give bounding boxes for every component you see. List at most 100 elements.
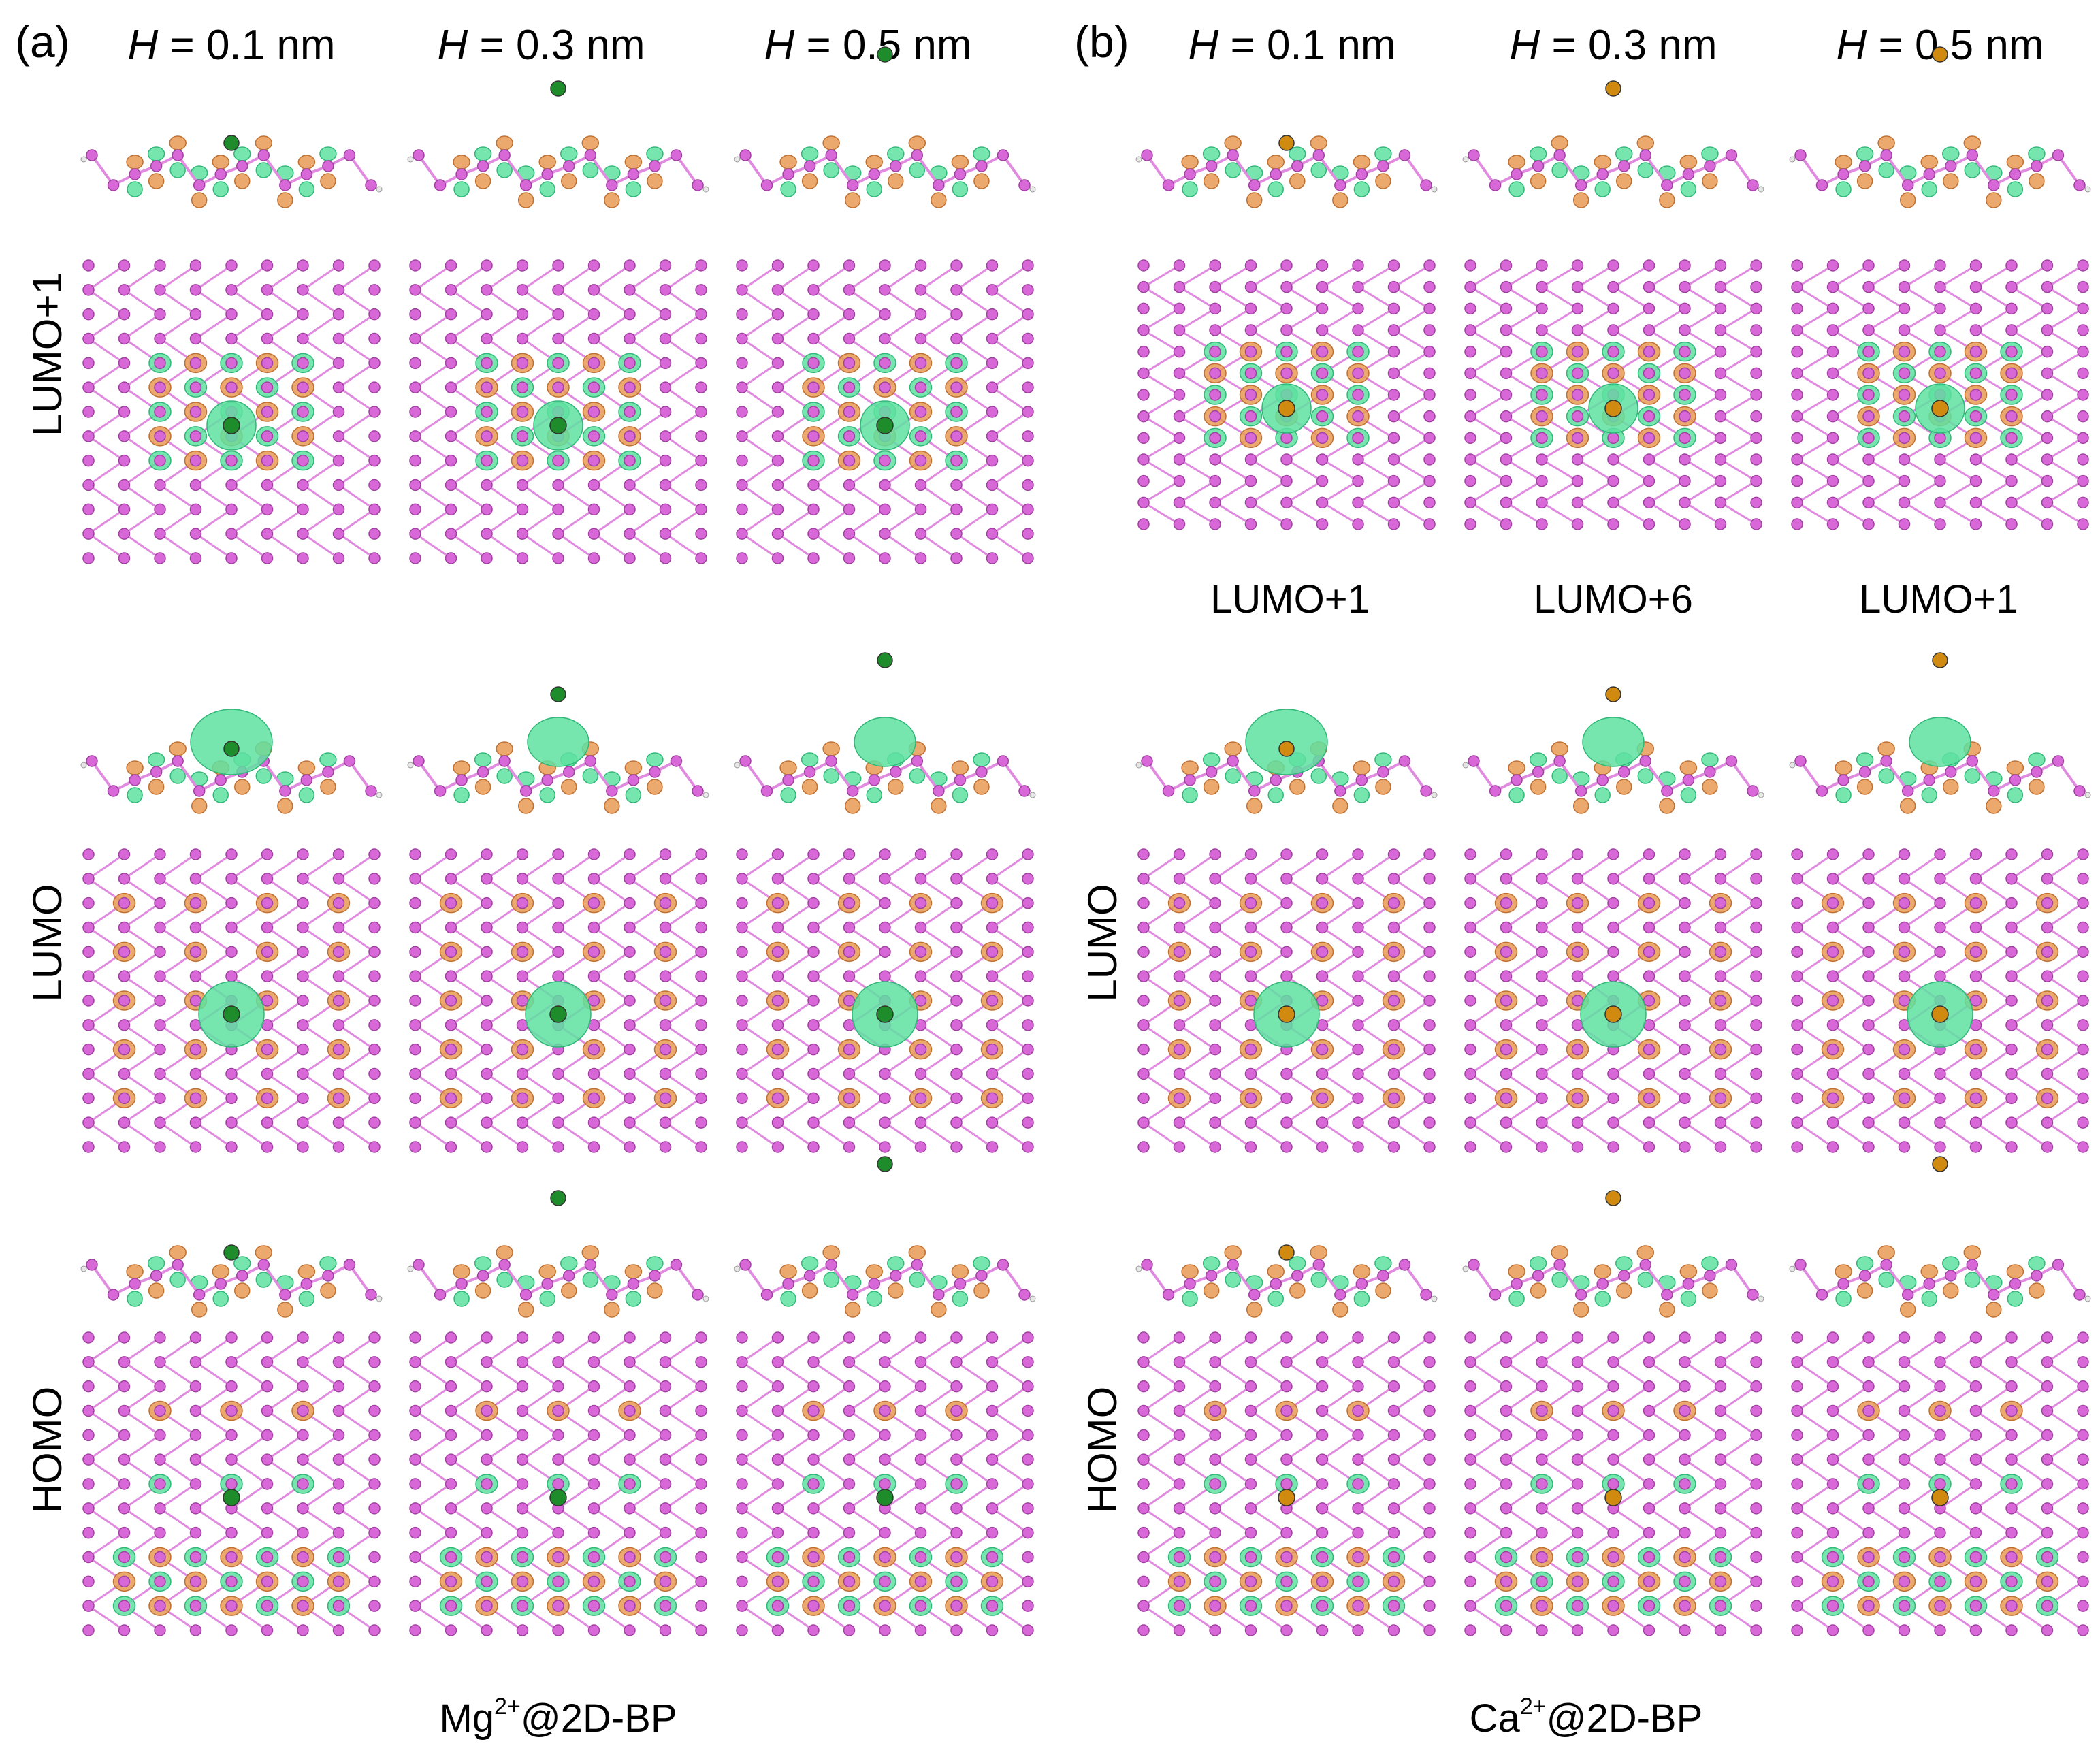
phosphorus-atom bbox=[659, 1331, 672, 1344]
phosphorus-atom bbox=[1173, 1575, 1186, 1588]
orbital-lobe bbox=[1679, 155, 1698, 169]
phosphorus-atom bbox=[879, 1331, 891, 1344]
bond bbox=[593, 532, 630, 560]
phosphorus-atom bbox=[1352, 410, 1364, 423]
phosphorus-atom bbox=[82, 1116, 95, 1129]
phosphorus-atom bbox=[843, 1116, 856, 1129]
phosphorus-atom bbox=[879, 1429, 891, 1442]
phosphorus-atom bbox=[736, 848, 748, 860]
bond bbox=[1470, 372, 1507, 396]
phosphorus-atom bbox=[300, 168, 313, 180]
phosphorus-atom bbox=[516, 1502, 529, 1515]
phosphorus-atom bbox=[1316, 995, 1329, 1007]
phosphorus-atom bbox=[1022, 1067, 1034, 1080]
phosphorus-atom bbox=[1316, 302, 1329, 315]
phosphorus-atom bbox=[409, 1526, 421, 1539]
bond bbox=[593, 975, 630, 1002]
phosphorus-atom bbox=[975, 160, 988, 172]
phosphorus-atom bbox=[297, 1575, 309, 1588]
phosphorus-atom bbox=[261, 503, 274, 516]
bond bbox=[1286, 853, 1323, 880]
orbital-lobe bbox=[1508, 155, 1525, 169]
phosphorus-atom bbox=[193, 785, 206, 797]
bond bbox=[1470, 393, 1507, 417]
phosphorus-atom bbox=[914, 1575, 927, 1588]
bond bbox=[1648, 308, 1685, 332]
phosphorus-atom bbox=[695, 1356, 707, 1368]
phosphorus-atom bbox=[552, 1141, 564, 1153]
phosphorus-atom bbox=[771, 454, 784, 467]
bond bbox=[266, 484, 304, 511]
phosphorus-atom bbox=[481, 1092, 493, 1105]
phosphorus-atom bbox=[552, 970, 564, 982]
phosphorus-atom bbox=[986, 406, 999, 418]
phosphorus-atom bbox=[516, 1356, 529, 1368]
phosphorus-atom bbox=[807, 1600, 820, 1612]
phosphorus-atom bbox=[1244, 259, 1257, 272]
bond bbox=[1321, 853, 1359, 880]
phosphorus-atom bbox=[914, 1478, 927, 1490]
phosphorus-atom bbox=[1280, 1429, 1293, 1442]
phosphorus-atom bbox=[409, 896, 421, 909]
orbital-lobe bbox=[1267, 1291, 1284, 1307]
phosphorus-atom bbox=[368, 1043, 381, 1056]
bond bbox=[848, 1410, 886, 1436]
phosphorus-atom bbox=[950, 308, 963, 321]
phosphorus-atom bbox=[986, 552, 999, 564]
phosphorus-atom bbox=[1352, 1478, 1364, 1490]
orbital-lobe bbox=[822, 135, 840, 150]
phosphorus-atom bbox=[552, 1092, 564, 1105]
bond bbox=[920, 1097, 957, 1124]
phosphorus-atom bbox=[695, 503, 707, 516]
phosphorus-atom bbox=[214, 774, 227, 786]
phosphorus-atom bbox=[950, 1380, 963, 1393]
hydrogen-atom bbox=[1029, 792, 1036, 798]
phosphorus-atom bbox=[1022, 970, 1034, 982]
bond bbox=[884, 484, 922, 511]
phosphorus-atom bbox=[332, 921, 345, 934]
orbital-lobe bbox=[1375, 779, 1391, 795]
phosphorus-atom bbox=[368, 332, 381, 345]
ion-atom bbox=[223, 135, 240, 151]
bond bbox=[1357, 502, 1395, 526]
orbital-lobe bbox=[1701, 146, 1719, 161]
phosphorus-atom bbox=[1209, 324, 1221, 336]
phosphorus-atom bbox=[300, 1278, 313, 1290]
bond bbox=[338, 1024, 375, 1050]
ion-atom bbox=[1278, 400, 1295, 417]
bond bbox=[1178, 308, 1216, 332]
orbital-lobe bbox=[496, 1245, 513, 1260]
phosphorus-atom bbox=[914, 332, 927, 345]
orbital-lobe bbox=[1267, 155, 1285, 169]
phosphorus-atom bbox=[659, 503, 672, 516]
bond bbox=[195, 1361, 232, 1387]
phosphorus-atom bbox=[986, 1453, 999, 1466]
bond bbox=[558, 1336, 595, 1363]
phosphorus-atom bbox=[914, 1453, 927, 1466]
phosphorus-atom bbox=[261, 284, 274, 296]
phosphorus-atom bbox=[1173, 1453, 1186, 1466]
bond bbox=[920, 532, 957, 560]
phosphorus-atom bbox=[1022, 1429, 1034, 1442]
phosphorus-atom bbox=[82, 357, 95, 370]
phosphorus-atom bbox=[225, 848, 238, 860]
bond bbox=[593, 1361, 630, 1387]
phosphorus-atom bbox=[587, 479, 600, 491]
phosphorus-atom bbox=[736, 308, 748, 321]
phosphorus-atom bbox=[807, 1356, 820, 1368]
bond bbox=[302, 1434, 340, 1461]
bond bbox=[1214, 458, 1252, 482]
phosphorus-atom bbox=[1209, 1478, 1221, 1490]
phosphorus-atom bbox=[807, 1551, 820, 1564]
bond bbox=[1321, 1121, 1359, 1148]
phosphorus-atom bbox=[481, 1575, 493, 1588]
bond bbox=[450, 484, 487, 511]
orbital-lobe bbox=[1267, 181, 1284, 197]
phosphorus-atom bbox=[409, 284, 421, 296]
hydrogen-atom bbox=[734, 156, 741, 163]
phosphorus-atom bbox=[587, 430, 600, 442]
phosphorus-atom bbox=[1643, 345, 1655, 358]
bond bbox=[338, 289, 375, 315]
phosphorus-atom bbox=[986, 479, 999, 491]
phosphorus-atom bbox=[736, 995, 748, 1007]
